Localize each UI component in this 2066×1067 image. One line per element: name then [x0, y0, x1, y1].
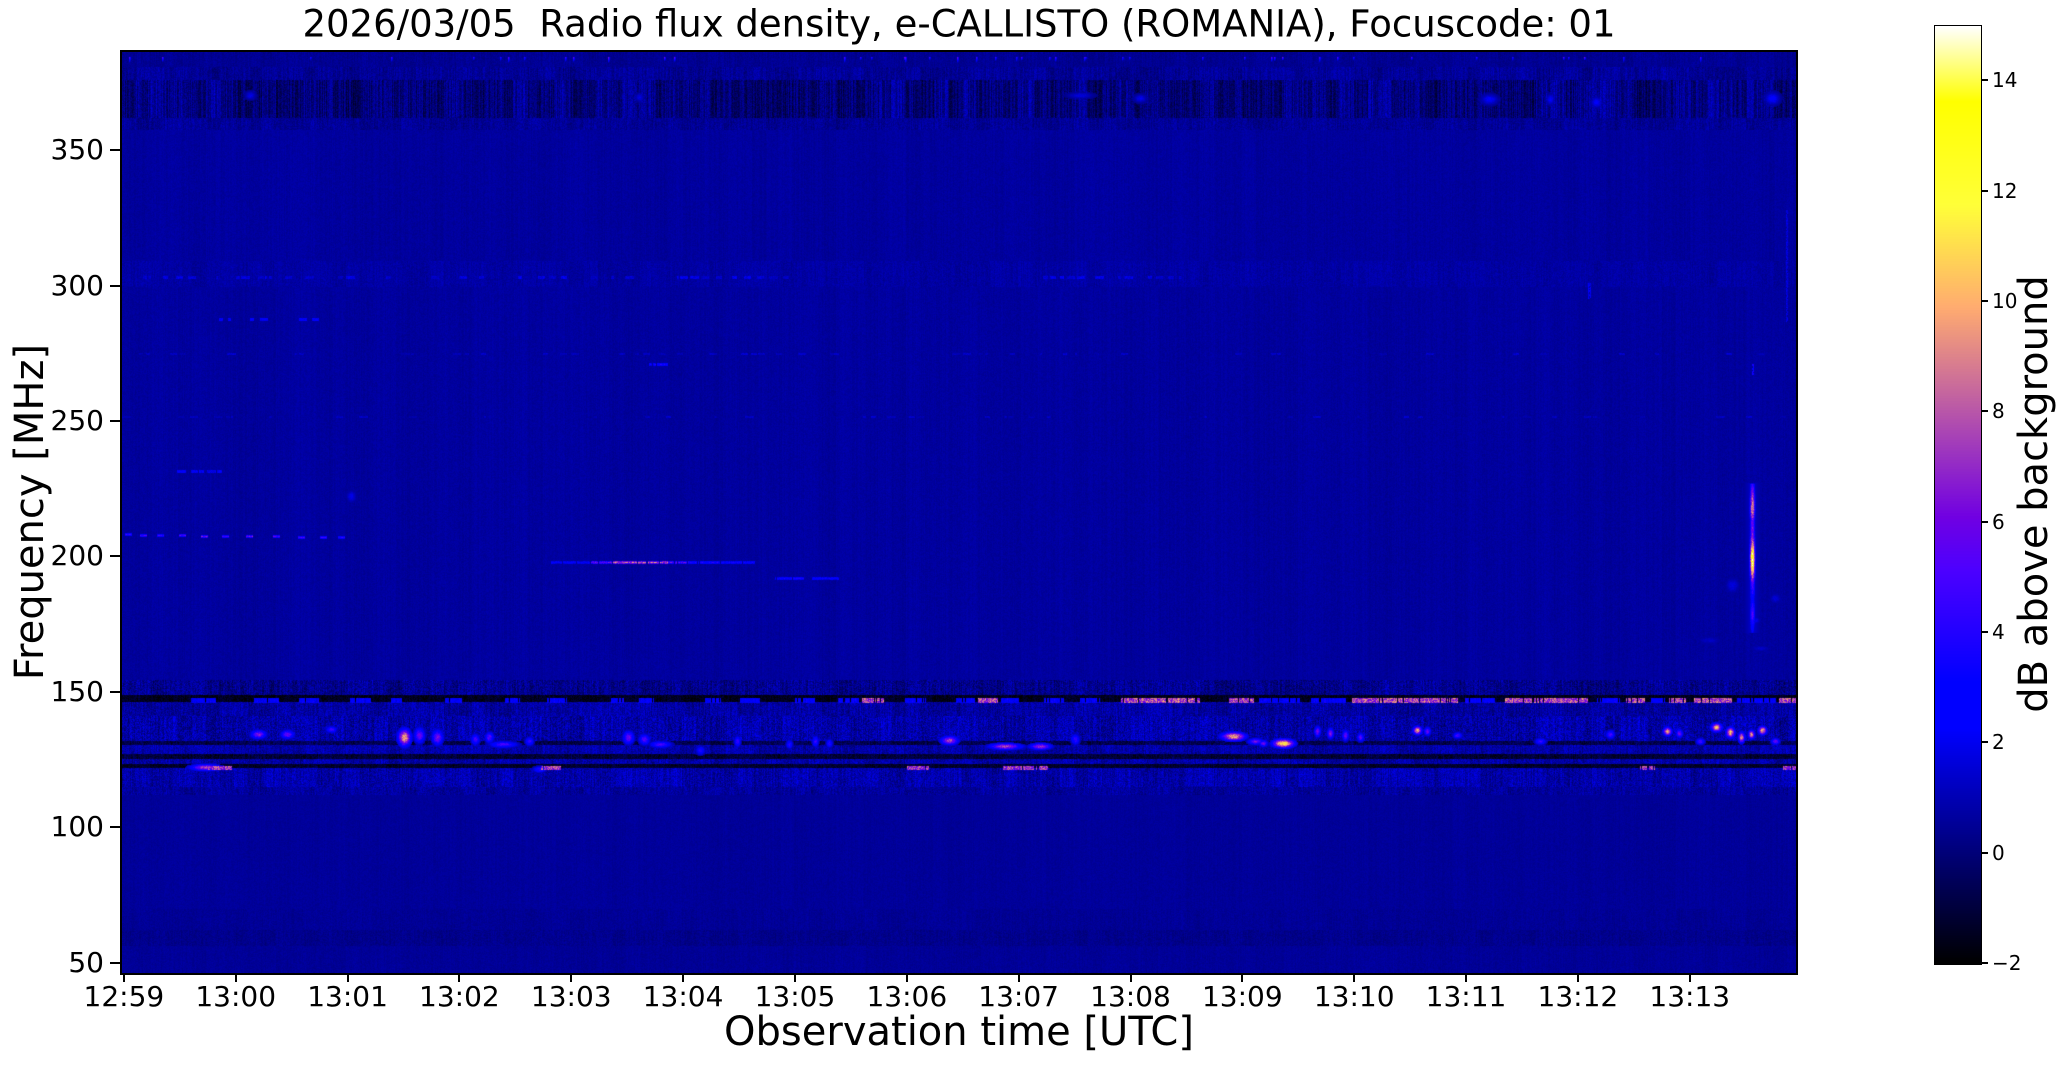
y-tick-mark	[110, 149, 120, 152]
y-tick-label: 250	[50, 403, 104, 437]
x-tick-mark	[458, 973, 461, 982]
y-tick-mark	[110, 419, 120, 422]
y-tick-label: 200	[50, 539, 104, 573]
colorbar-tick-mark	[1981, 741, 1988, 744]
x-tick-label: 13:12	[1537, 980, 1619, 1013]
spectrogram-canvas	[122, 52, 1796, 973]
x-tick-label: 13:02	[419, 980, 500, 1013]
x-tick-mark	[122, 973, 125, 982]
x-tick-label: 13:10	[1313, 980, 1395, 1013]
x-tick-mark	[570, 973, 573, 982]
y-tick-mark	[110, 690, 120, 693]
colorbar-canvas	[1935, 26, 1981, 964]
colorbar-tick-label: 6	[1992, 509, 2005, 534]
colorbar-tick-mark	[1981, 520, 1988, 523]
x-axis-label: Observation time [UTC]	[724, 1009, 1194, 1055]
y-tick-mark	[110, 284, 120, 287]
x-tick-label: 13:05	[754, 980, 836, 1013]
x-tick-label: 13:08	[1090, 980, 1171, 1013]
x-tick-mark	[1353, 973, 1356, 982]
x-tick-mark	[1688, 973, 1691, 982]
colorbar-tick-label: 2	[1992, 730, 2005, 755]
colorbar-tick-label: 4	[1992, 619, 2005, 644]
x-tick-label: 13:03	[530, 980, 612, 1013]
colorbar-tick-mark	[1981, 410, 1988, 413]
colorbar-tick-mark	[1981, 851, 1988, 854]
colorbar-tick-label: 8	[1992, 399, 2005, 424]
x-tick-label: 13:09	[1201, 980, 1283, 1013]
colorbar-tick-label: 10	[1992, 288, 2018, 313]
y-tick-label: 150	[50, 674, 104, 708]
y-tick-mark	[110, 961, 120, 964]
y-tick-label: 50	[68, 945, 104, 979]
x-tick-label: 13:07	[978, 980, 1059, 1013]
x-tick-mark	[1576, 973, 1579, 982]
colorbar-tick-mark	[1981, 79, 1988, 82]
x-tick-mark	[905, 973, 908, 982]
x-tick-mark	[682, 973, 685, 982]
y-axis-label: Frequency [MHz]	[7, 343, 53, 681]
x-tick-label: 13:13	[1649, 980, 1731, 1013]
colorbar-tick-label: −2	[1992, 951, 2022, 975]
colorbar-label: dB above background	[2011, 275, 2057, 713]
x-tick-mark	[793, 973, 796, 982]
y-tick-label: 300	[50, 268, 104, 302]
x-tick-label: 13:00	[195, 980, 277, 1013]
colorbar-tick-label: 14	[1992, 68, 2018, 93]
colorbar-tick-mark	[1981, 299, 1988, 302]
x-tick-mark	[1465, 973, 1468, 982]
x-tick-label: 12:59	[83, 980, 165, 1013]
colorbar-tick-mark	[1981, 189, 1988, 192]
plot-title: 2026/03/05 Radio flux density, e-CALLIST…	[302, 2, 1616, 46]
x-tick-label: 13:06	[866, 980, 948, 1013]
y-tick-mark	[110, 555, 120, 558]
colorbar-tick-label: 12	[1992, 178, 2018, 203]
y-tick-label: 350	[50, 133, 104, 167]
x-tick-mark	[1129, 973, 1132, 982]
plot-area	[120, 50, 1798, 975]
x-tick-mark	[346, 973, 349, 982]
x-tick-label: 13:01	[307, 980, 388, 1013]
x-tick-mark	[234, 973, 237, 982]
colorbar-tick-label: 0	[1992, 840, 2005, 865]
x-tick-mark	[1241, 973, 1244, 982]
x-tick-label: 13:11	[1425, 980, 1507, 1013]
colorbar-tick-mark	[1981, 630, 1988, 633]
colorbar	[1934, 25, 1982, 965]
x-tick-label: 13:04	[642, 980, 724, 1013]
y-tick-mark	[110, 826, 120, 829]
x-tick-mark	[1017, 973, 1020, 982]
colorbar-tick-mark	[1981, 962, 1988, 964]
y-tick-label: 100	[50, 810, 104, 844]
